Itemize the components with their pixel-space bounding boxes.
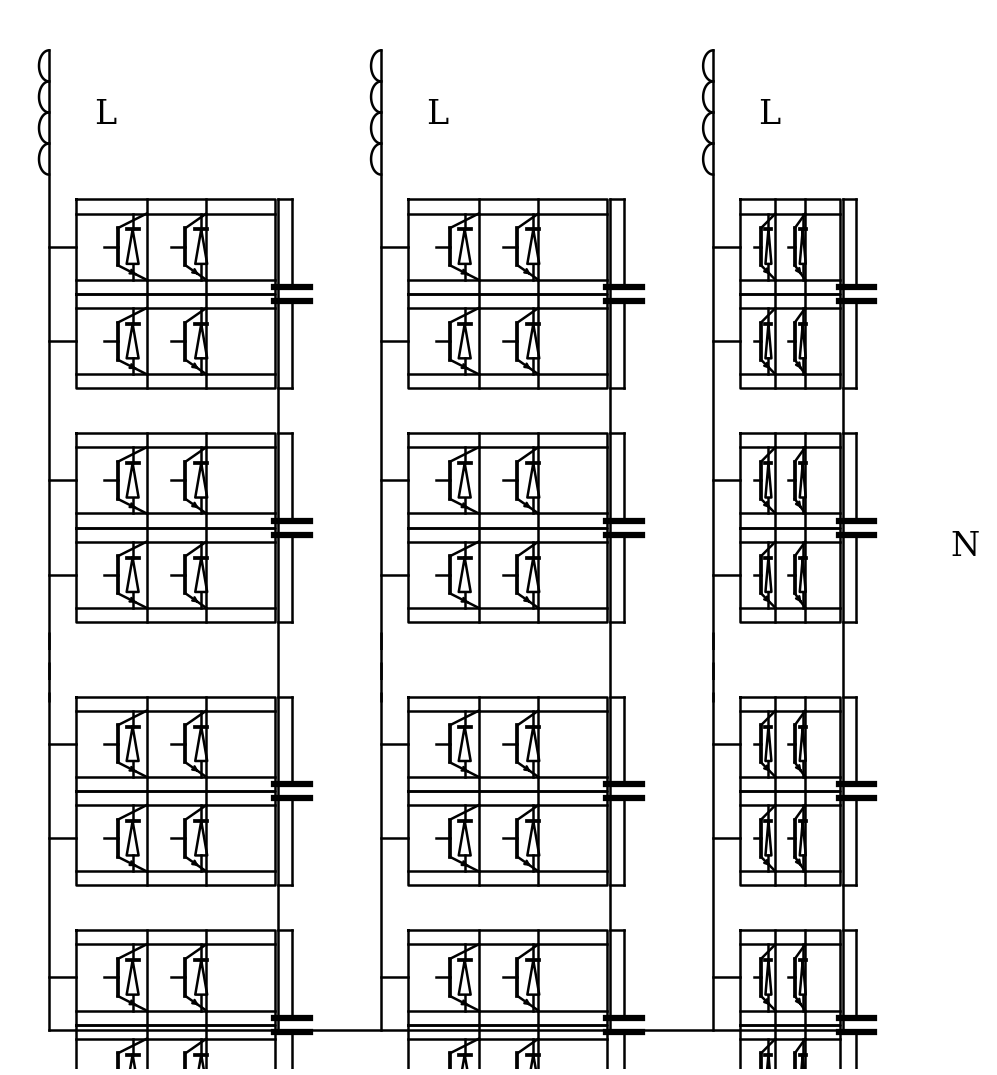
- Text: N: N: [951, 531, 980, 563]
- Text: L: L: [758, 99, 780, 131]
- Text: L: L: [94, 99, 116, 131]
- Text: L: L: [426, 99, 448, 131]
